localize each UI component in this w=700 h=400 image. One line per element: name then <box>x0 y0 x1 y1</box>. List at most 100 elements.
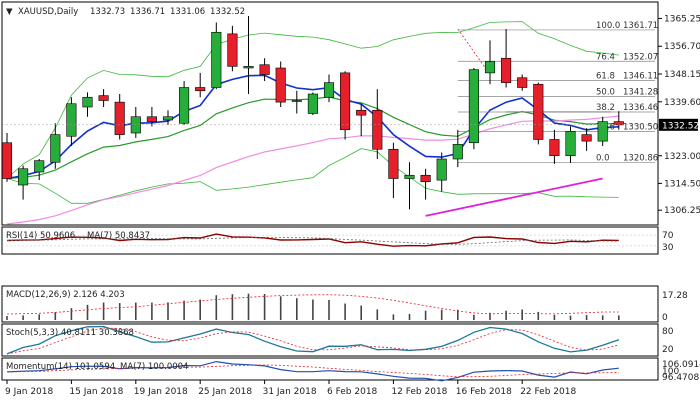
x-tick-label: 6 Feb 2018 <box>327 387 378 397</box>
stoch-axis-20: 20 <box>662 345 674 355</box>
candle-down <box>340 72 351 131</box>
x-tick-label: 22 Feb 2018 <box>520 387 576 397</box>
price-tick-label: 1314.50 <box>664 179 700 189</box>
x-tick-label: 9 Jan 2018 <box>5 387 53 397</box>
candle-down <box>275 67 286 103</box>
ma-slow-line <box>6 115 619 225</box>
candle-up <box>307 93 318 114</box>
candle-down <box>98 95 109 101</box>
x-tick-label: 16 Feb 2018 <box>456 387 512 397</box>
candle-down <box>581 134 592 142</box>
candle-down <box>146 116 157 122</box>
stoch-label: Stoch(5,3,3) 40.8111 30.3868 <box>6 328 134 338</box>
price-tick-label: 1365.25 <box>664 14 700 24</box>
candle-down <box>517 77 528 88</box>
candle-up <box>179 87 190 124</box>
fib-level-pct: 100.0 <box>596 21 620 31</box>
momentum-axis-bottom: 96.4708 <box>662 373 699 383</box>
current-price-tag <box>659 118 698 131</box>
candle-down <box>549 139 560 157</box>
momentum-axis-mid: 100 <box>662 367 679 377</box>
rsi-axis-70: 70 <box>662 231 674 241</box>
fib-level-pct: 76.4 <box>596 52 615 62</box>
candle-down <box>501 57 512 83</box>
price-tick-label: 1323.00 <box>664 152 700 162</box>
rsi-ma-line <box>6 236 619 245</box>
candle-down <box>420 174 431 183</box>
candle-up <box>243 66 254 69</box>
momentum-ma-label: MA(7) 100.0004 <box>120 362 188 372</box>
candle-up <box>211 31 222 88</box>
candle-up <box>18 168 29 186</box>
header-low: 1331.06 <box>170 7 205 17</box>
x-tick-label: 15 Jan 2018 <box>69 387 123 397</box>
candle-up <box>404 174 415 179</box>
stoch-d-line <box>6 327 619 355</box>
candle-down <box>533 83 544 140</box>
momentum-label: Momentum(14) 101.0594 <box>6 362 115 372</box>
candle-down <box>195 87 206 92</box>
candle-up <box>565 131 576 157</box>
stoch-axis-80: 80 <box>662 327 674 337</box>
price-tick-label: 1356.70 <box>664 42 700 52</box>
current-price-label: 1332.52 <box>662 121 699 131</box>
fib-level-pct: 61.8 <box>596 72 615 82</box>
momentum-line <box>6 360 619 382</box>
price-tick-label: 1306.25 <box>664 206 700 216</box>
candle-down <box>259 64 270 75</box>
header-open: 1332.73 <box>90 7 125 17</box>
candle-up <box>452 144 463 160</box>
candle-down <box>227 33 238 67</box>
price-tick-label: 1348.15 <box>664 70 700 80</box>
candle-up <box>66 103 77 137</box>
candle-down <box>388 148 399 179</box>
candle-up <box>82 96 93 108</box>
header-symbol: XAUUSD,Daily <box>18 7 78 17</box>
x-tick-label: 31 Jan 2018 <box>263 387 317 397</box>
macd-pane-frame <box>1 285 659 323</box>
macd-axis-top: 17.28 <box>662 291 688 301</box>
main-pane-frame <box>1 1 659 226</box>
x-tick-label: 12 Feb 2018 <box>391 387 447 397</box>
price-tick-label: 1339.60 <box>664 98 700 108</box>
x-tick-label: 25 Jan 2018 <box>198 387 252 397</box>
momentum-pane-frame <box>1 357 659 381</box>
candle-up <box>34 160 45 173</box>
fib-level-value: 1361.71 <box>623 21 658 31</box>
header-close: 1332.52 <box>210 7 245 17</box>
candle-down <box>372 109 383 150</box>
candle-down <box>356 109 367 116</box>
fib-level-pct: 50.0 <box>596 87 615 97</box>
candle-up <box>436 158 447 181</box>
fib-level-pct: 0.0 <box>596 154 610 164</box>
support-trendline <box>425 177 603 217</box>
stoch-pane-frame <box>1 323 659 357</box>
rsi-label: RSI(14) 50.9606 <box>6 231 75 241</box>
candle-up <box>291 100 302 102</box>
candle-down <box>613 121 624 126</box>
candle-down <box>114 101 125 135</box>
header-high: 1336.71 <box>130 7 165 17</box>
fib-level-value: 1336.46 <box>623 103 658 113</box>
fib-level-value: 1330.50 <box>623 122 658 132</box>
candle-up <box>50 134 61 163</box>
ma-fast-line <box>6 74 619 180</box>
fib-level-value: 1320.86 <box>623 154 658 164</box>
fib-swing-line <box>457 28 491 75</box>
fib-level-value: 1352.07 <box>623 52 658 62</box>
header-triangle-icon: ▼ <box>6 7 13 17</box>
rsi-ma-label: MA(7) 50.8437 <box>87 231 150 241</box>
candle-up <box>597 121 608 142</box>
candle-up <box>162 116 174 121</box>
fib-level-value: 1346.11 <box>623 72 658 82</box>
rsi-pane-frame <box>1 226 659 255</box>
candle-up <box>323 82 335 98</box>
bollinger-lower-line <box>6 148 619 204</box>
candle-down <box>1 142 13 179</box>
candle-up <box>484 61 496 74</box>
fib-level-pct: 38.2 <box>596 103 615 113</box>
macd-label: MACD(12,26,9) 2.126 4.203 <box>6 290 125 300</box>
fib-level-value: 1341.28 <box>623 87 658 97</box>
